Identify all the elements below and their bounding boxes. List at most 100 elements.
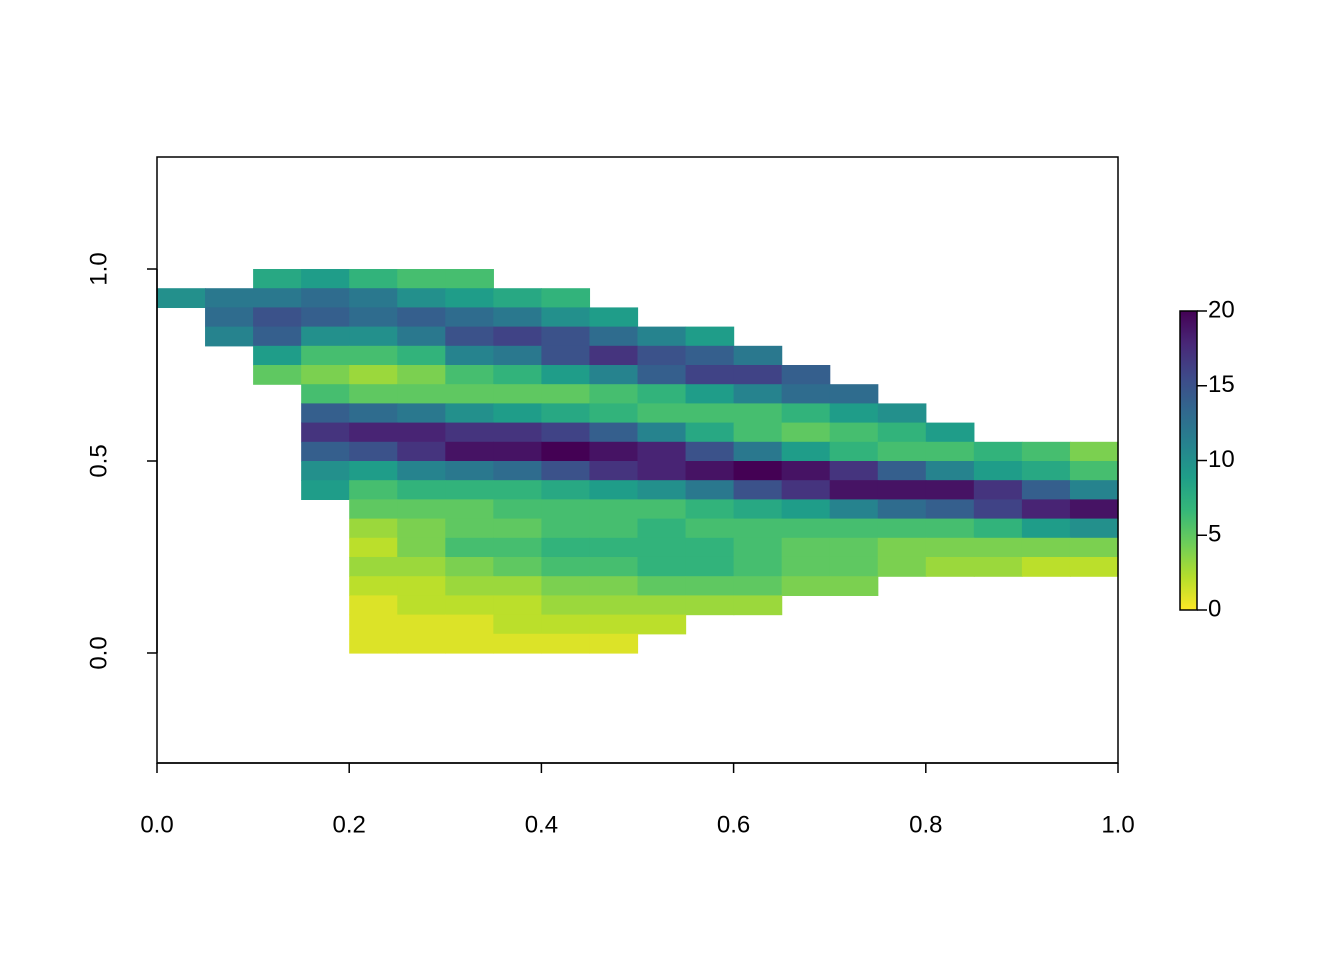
heat-cell [1069,499,1119,520]
heat-cell [1021,460,1071,481]
heat-cell [253,365,302,385]
heat-cell [733,537,783,558]
heat-cell [877,556,927,577]
heat-cell [541,633,591,654]
heat-cell [493,614,542,635]
heat-cell [157,288,206,309]
heat-cell [397,403,446,424]
heat-cell [925,480,975,500]
heat-cell [685,460,735,481]
heat-cell [445,288,494,309]
heat-cell [397,422,446,443]
heat-cell [301,307,350,328]
x-tick-label: 0.2 [333,811,366,838]
heat-cell [349,576,398,596]
heat-cell [637,384,687,405]
heat-cell [1069,537,1119,558]
heat-cell [781,422,831,443]
heat-cell [397,518,446,539]
heat-cell [493,633,542,654]
heat-cell [541,595,591,616]
heat-cell [493,537,542,558]
heat-cell [829,441,879,462]
heat-cell [1021,518,1071,539]
heat-cell [349,499,398,520]
heat-cell [349,307,398,328]
heat-cell [973,518,1023,539]
heat-cell [1021,480,1071,500]
heat-cell [397,384,446,405]
heat-cell [685,403,735,424]
heat-cell [349,537,398,558]
heat-cell [205,326,254,347]
x-tick-label: 0.8 [909,811,942,838]
heat-cell [253,326,302,347]
heatmap-cells [157,269,1119,654]
heat-cell [637,499,687,520]
heat-cell [733,518,783,539]
heat-cell [877,480,927,500]
heat-cell [925,537,975,558]
heat-cell [493,422,542,443]
heat-cell [445,518,494,539]
heat-cell [781,384,831,405]
heat-cell [445,365,494,385]
heat-cell [781,480,831,500]
heat-cell [925,422,975,443]
heat-cell [733,595,783,616]
heat-cell [349,422,398,443]
heat-cell [733,441,783,462]
heat-cell [349,326,398,347]
heat-cell [541,556,591,577]
heat-cell [877,460,927,481]
heat-cell [637,576,687,596]
heat-cell [685,537,735,558]
heat-cell [1069,480,1119,500]
heat-cell [829,480,879,500]
heat-cell [445,422,494,443]
heat-cell [445,326,494,347]
colorbar-tick-label: 5 [1208,521,1221,548]
heat-cell [349,518,398,539]
heat-cell [349,460,398,481]
heat-cell [541,614,591,635]
heat-cell [829,403,879,424]
heat-cell [445,441,494,462]
heat-cell [781,403,831,424]
heat-cell [781,499,831,520]
heat-cell [637,556,687,577]
heat-cell [685,365,735,385]
heat-cell [205,307,254,328]
heat-cell [445,384,494,405]
heat-cell [733,384,783,405]
heat-cell [589,556,639,577]
heat-cell [397,537,446,558]
heat-cell [493,326,542,347]
heat-cell [829,576,879,596]
heat-cell [589,441,639,462]
heat-cell [1069,556,1119,577]
heat-cell [733,576,783,596]
heat-cell [685,480,735,500]
heat-cell [589,537,639,558]
heat-cell [253,269,302,289]
heat-cell [637,480,687,500]
heat-cell [301,288,350,309]
heat-cell [397,326,446,347]
heat-cell [541,288,591,309]
heat-cell [445,480,494,500]
heat-cell [541,576,591,596]
heat-cell [589,499,639,520]
heat-cell [589,614,639,635]
heat-cell [445,614,494,635]
heat-cell [397,556,446,577]
heat-cell [1021,441,1071,462]
heat-cell [253,288,302,309]
heat-cell [445,403,494,424]
heat-cell [493,576,542,596]
heat-cell [589,595,639,616]
heat-cell [349,614,398,635]
heat-cell [637,460,687,481]
heat-cell [349,345,398,366]
